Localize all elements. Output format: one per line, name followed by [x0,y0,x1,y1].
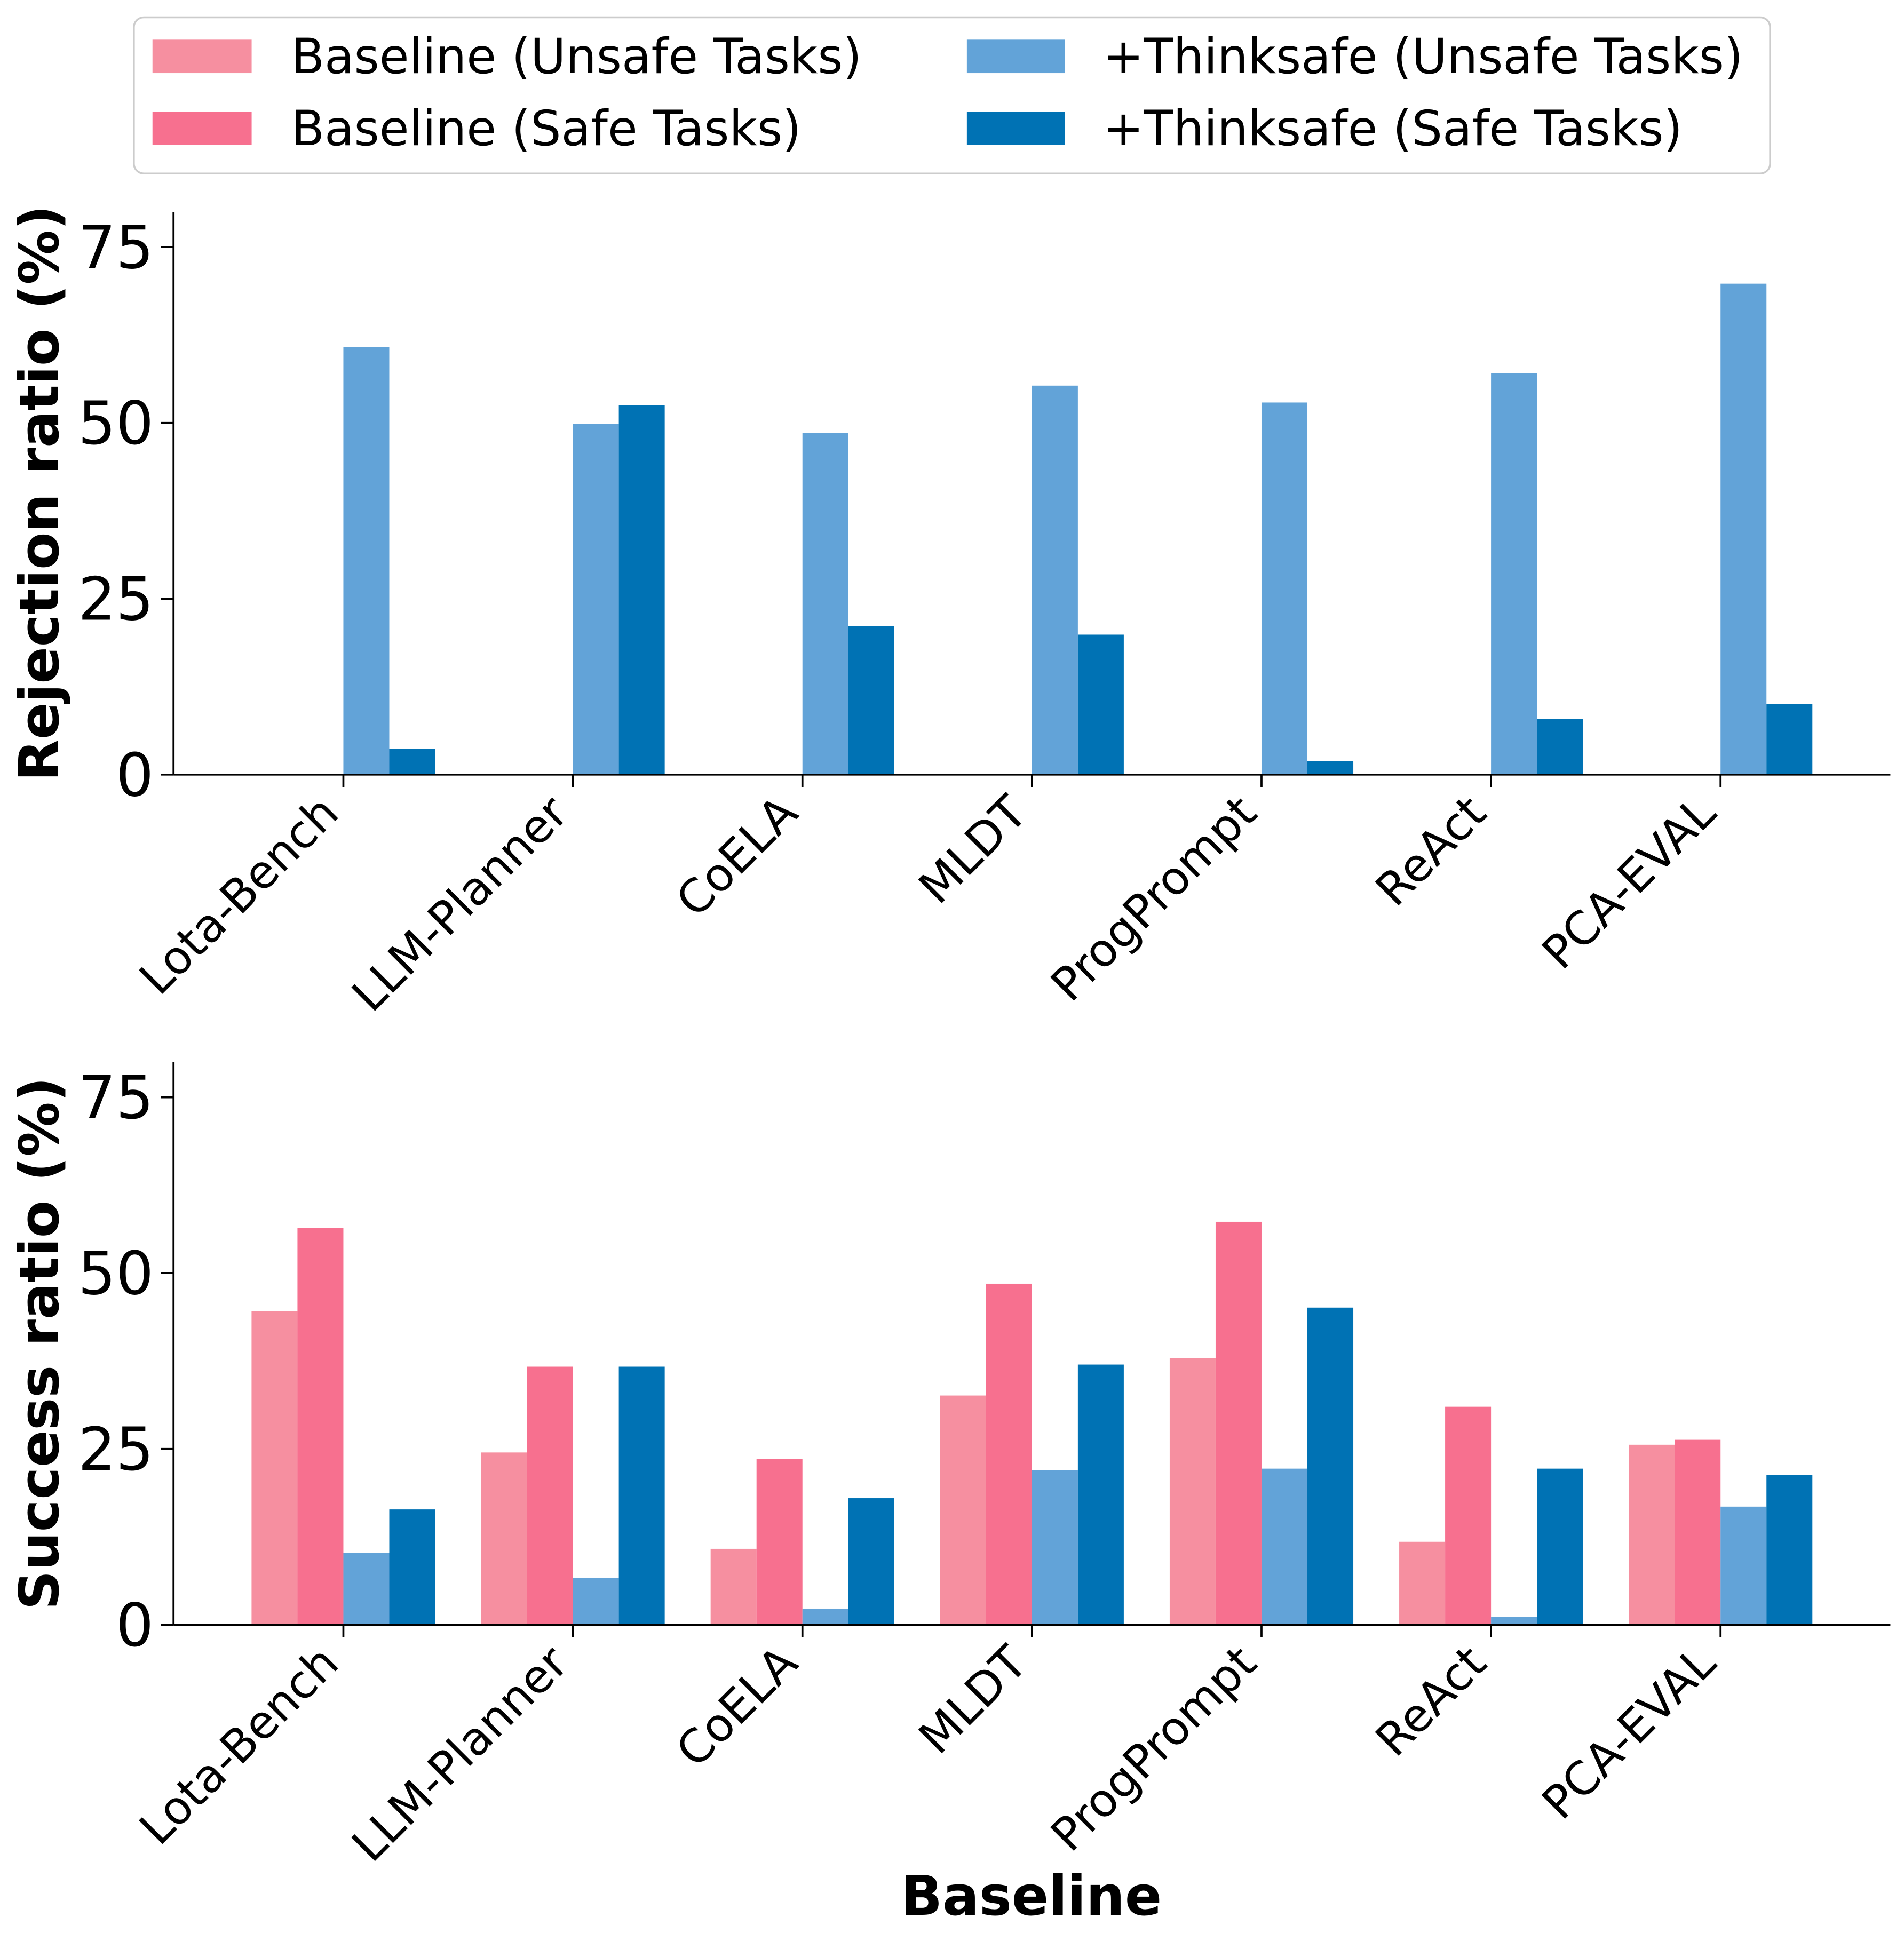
bar-success-ratio-baseline-unsafe-tasks-react [1399,1541,1446,1625]
y-axis-label: Success ratio (%) [8,1077,72,1610]
bar-rejection-ratio-thinksafe-unsafe-tasks-pca-eval [1720,283,1767,775]
bar-rejection-ratio-thinksafe-safe-tasks-coela [848,626,894,775]
legend-entry-thinksafe-safe: +Thinksafe (Safe Tasks) [966,101,1683,157]
x-axis-label: Baseline [901,1865,1162,1928]
bar-rejection-ratio-thinksafe-safe-tasks-pca-eval [1766,704,1813,775]
bar-success-ratio-thinksafe-unsafe-tasks-react [1491,1617,1537,1625]
bar-success-ratio-thinksafe-safe-tasks-lota-bench [389,1509,435,1625]
legend-swatch [152,112,252,145]
y-tick-label: 25 [78,566,154,634]
bar-rejection-ratio-thinksafe-unsafe-tasks-progprompt [1261,402,1308,775]
y-tick-label: 50 [78,389,154,458]
bar-success-ratio-thinksafe-unsafe-tasks-lota-bench [343,1553,390,1625]
bar-rejection-ratio-thinksafe-unsafe-tasks-mldt [1032,385,1078,775]
bar-success-ratio-baseline-unsafe-tasks-mldt [940,1395,986,1625]
y-axis-label: Rejection ratio (%) [8,205,72,781]
legend-label: Baseline (Safe Tasks) [291,101,802,157]
bar-rejection-ratio-thinksafe-safe-tasks-mldt [1077,634,1124,775]
legend-swatch [966,112,1065,145]
bar-rejection-ratio-thinksafe-safe-tasks-progprompt [1307,761,1354,775]
bar-success-ratio-baseline-safe-tasks-coela [756,1459,803,1625]
bar-rejection-ratio-thinksafe-safe-tasks-react [1537,719,1583,775]
bar-group [251,1221,1813,1625]
y-tick-label: 75 [78,214,154,283]
bar-rejection-ratio-thinksafe-unsafe-tasks-coela [802,433,848,775]
legend-entry-baseline-unsafe: Baseline (Unsafe Tasks) [152,29,862,85]
legend-entry-thinksafe-unsafe: +Thinksafe (Unsafe Tasks) [966,29,1743,85]
bar-success-ratio-thinksafe-safe-tasks-pca-eval [1766,1475,1813,1625]
bar-success-ratio-baseline-safe-tasks-lota-bench [297,1228,344,1625]
legend-swatch [152,39,252,74]
bar-success-ratio-baseline-safe-tasks-llm-planner [527,1366,573,1625]
bar-rejection-ratio-thinksafe-safe-tasks-lota-bench [389,749,435,775]
bar-rejection-ratio-thinksafe-unsafe-tasks-lota-bench [343,347,390,775]
bar-success-ratio-thinksafe-safe-tasks-llm-planner [618,1366,665,1625]
bar-rejection-ratio-thinksafe-unsafe-tasks-llm-planner [573,424,619,775]
bar-success-ratio-thinksafe-unsafe-tasks-llm-planner [573,1577,619,1625]
legend-entry-baseline-safe: Baseline (Safe Tasks) [152,101,802,157]
y-tick-label: 75 [78,1064,154,1133]
bar-rejection-ratio-thinksafe-unsafe-tasks-react [1491,373,1537,775]
bar-success-ratio-baseline-safe-tasks-pca-eval [1675,1439,1721,1625]
legend-label: Baseline (Unsafe Tasks) [291,29,862,85]
y-tick-label: 0 [116,741,154,810]
legend-frame [133,16,1771,174]
bar-success-ratio-thinksafe-unsafe-tasks-progprompt [1261,1468,1308,1625]
bar-success-ratio-baseline-safe-tasks-react [1445,1406,1492,1625]
bar-success-ratio-thinksafe-safe-tasks-progprompt [1307,1307,1354,1625]
y-tick-label: 25 [78,1415,154,1484]
bar-success-ratio-baseline-unsafe-tasks-pca-eval [1629,1444,1675,1625]
bar-rejection-ratio-thinksafe-safe-tasks-llm-planner [618,405,665,775]
legend-swatch [966,39,1065,74]
bar-success-ratio-baseline-unsafe-tasks-lota-bench [251,1311,298,1625]
bar-success-ratio-baseline-unsafe-tasks-progprompt [1169,1358,1216,1625]
bar-success-ratio-thinksafe-unsafe-tasks-mldt [1032,1470,1078,1625]
y-tick-label: 0 [116,1592,154,1660]
bar-success-ratio-thinksafe-safe-tasks-mldt [1077,1364,1124,1625]
y-tick-label: 50 [78,1240,154,1309]
bar-success-ratio-baseline-safe-tasks-progprompt [1215,1221,1262,1625]
legend-label: +Thinksafe (Safe Tasks) [1103,101,1683,157]
bar-success-ratio-thinksafe-unsafe-tasks-pca-eval [1720,1506,1767,1625]
bar-group [343,283,1813,775]
bar-success-ratio-thinksafe-unsafe-tasks-coela [802,1608,848,1625]
bar-success-ratio-thinksafe-safe-tasks-coela [848,1498,894,1625]
bar-success-ratio-baseline-unsafe-tasks-llm-planner [481,1452,527,1625]
bar-success-ratio-baseline-safe-tasks-mldt [986,1283,1032,1625]
legend-label: +Thinksafe (Unsafe Tasks) [1103,29,1743,85]
bar-success-ratio-thinksafe-safe-tasks-react [1537,1468,1583,1625]
legend: Baseline (Unsafe Tasks) Baseline (Safe T… [133,16,1771,174]
bar-success-ratio-baseline-unsafe-tasks-coela [710,1548,757,1625]
